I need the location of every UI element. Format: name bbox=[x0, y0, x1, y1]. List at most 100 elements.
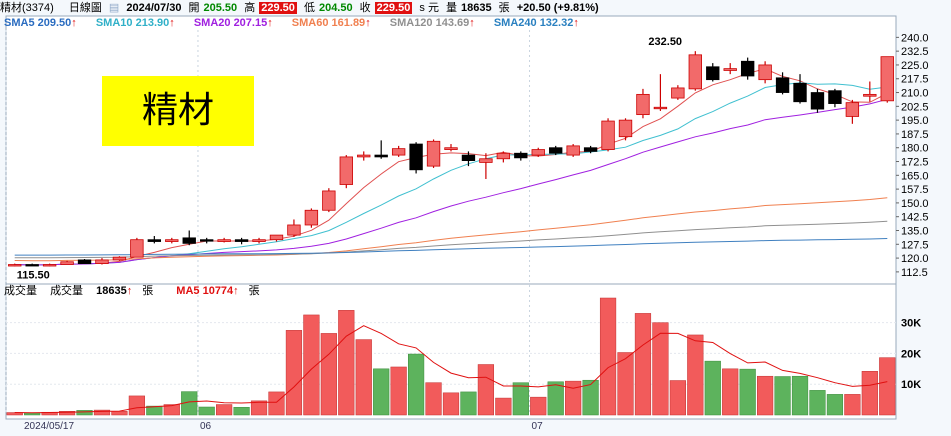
volume-bar bbox=[268, 391, 285, 416]
volume-bar bbox=[512, 382, 529, 416]
candle-body bbox=[234, 239, 249, 242]
volume-bar bbox=[285, 330, 303, 416]
candle-body bbox=[671, 87, 685, 99]
candle-body bbox=[409, 143, 423, 171]
candle-body bbox=[863, 93, 877, 97]
candle-body bbox=[828, 90, 842, 104]
price-tick-label: 232.5 bbox=[901, 46, 929, 58]
price-tick-label: 165.0 bbox=[901, 170, 929, 182]
sma20-line bbox=[14, 98, 888, 266]
candle-body bbox=[42, 264, 57, 267]
volume-bar bbox=[373, 368, 390, 416]
sma240-legend[interactable]: SMA240 132.32↑ bbox=[493, 17, 579, 29]
price-tick-label: 120.0 bbox=[901, 253, 929, 265]
volume-bar bbox=[599, 297, 617, 416]
volume-legend: 成交量 成交量 18635↑ 張 MA5 10774↑ 張 bbox=[4, 285, 280, 298]
volume-bar bbox=[233, 407, 250, 416]
sma5-legend[interactable]: SMA5 209.50↑ bbox=[4, 17, 77, 29]
candle-body bbox=[25, 264, 39, 267]
candle-body bbox=[322, 190, 336, 211]
volume-bar bbox=[844, 394, 861, 416]
candle-body bbox=[531, 149, 545, 156]
volume-bar bbox=[146, 405, 163, 416]
date-label: 07 bbox=[532, 421, 544, 432]
sma120-line bbox=[14, 220, 888, 259]
sma60-line bbox=[14, 197, 888, 262]
sma240-line bbox=[14, 238, 888, 256]
volume-bar bbox=[303, 314, 320, 416]
candle-body bbox=[287, 224, 301, 236]
volume-bar bbox=[338, 310, 355, 416]
price-tick-label: 157.5 bbox=[901, 184, 929, 196]
candle-body bbox=[357, 154, 371, 158]
candle-body bbox=[147, 239, 162, 242]
candle-body bbox=[479, 158, 493, 163]
price-tick-label: 210.0 bbox=[901, 88, 929, 100]
price-tick-label: 180.0 bbox=[901, 143, 929, 155]
sma20-legend[interactable]: SMA20 207.15↑ bbox=[193, 17, 273, 29]
volume-bar bbox=[617, 352, 634, 416]
high-label: 高 bbox=[244, 2, 256, 14]
price-tick-label: 135.0 bbox=[901, 225, 929, 237]
calendar-icon[interactable]: ▤ bbox=[108, 2, 120, 14]
sma120-legend[interactable]: SMA120 143.69↑ bbox=[389, 17, 475, 29]
volume-bar bbox=[530, 396, 547, 416]
volume-bar bbox=[407, 353, 425, 416]
volume-bar bbox=[76, 410, 93, 416]
candle-body bbox=[740, 60, 755, 77]
candle-body bbox=[496, 152, 511, 160]
price-tick-label: 142.5 bbox=[901, 212, 929, 224]
period-label[interactable]: 日線圖 bbox=[68, 2, 102, 14]
candle-body bbox=[200, 239, 214, 242]
candle-body bbox=[339, 156, 353, 185]
change-value: +20.50 (+9.81%) bbox=[516, 2, 599, 14]
volume-bar bbox=[861, 371, 878, 416]
volume-pane-title: 成交量 bbox=[4, 285, 37, 297]
unit-label: s 元 bbox=[419, 2, 439, 14]
volume-bar bbox=[652, 322, 669, 416]
close-value: 229.50 bbox=[374, 2, 413, 14]
close-label: 收 bbox=[359, 2, 371, 14]
candle-body bbox=[688, 54, 702, 90]
candle-body bbox=[461, 154, 476, 161]
candle-body bbox=[304, 209, 319, 226]
volume-bar bbox=[128, 395, 145, 416]
sma60-legend[interactable]: SMA60 161.89↑ bbox=[291, 17, 371, 29]
volume-tick-label: 30K bbox=[901, 318, 921, 330]
price-tick-label: 187.5 bbox=[901, 129, 929, 141]
volume-bar bbox=[93, 409, 111, 416]
price-annotation: 115.50 bbox=[17, 269, 50, 281]
volume-bar bbox=[216, 404, 233, 416]
volume-bar bbox=[320, 333, 337, 416]
stock-name[interactable]: 精材(3374) bbox=[0, 2, 54, 14]
volume-ma5-legend[interactable]: MA5 10774↑ 張 bbox=[176, 285, 260, 297]
open-label: 開 bbox=[188, 2, 200, 14]
candle-body bbox=[426, 140, 441, 167]
sma10-legend[interactable]: SMA10 213.90↑ bbox=[95, 17, 175, 29]
open-value: 205.50 bbox=[203, 2, 238, 14]
price-tick-label: 127.5 bbox=[901, 239, 929, 251]
volume-bar bbox=[774, 376, 791, 416]
volume-tick-label: 20K bbox=[901, 348, 921, 360]
candle-body bbox=[583, 147, 598, 152]
low-label: 低 bbox=[303, 2, 315, 14]
low-value: 204.50 bbox=[318, 2, 353, 14]
price-tick-label: 195.0 bbox=[901, 115, 929, 127]
high-value: 229.50 bbox=[259, 2, 297, 14]
volume-bar bbox=[547, 381, 564, 416]
candle-body bbox=[269, 234, 284, 241]
candle-body bbox=[706, 66, 720, 81]
price-tick-label: 240.0 bbox=[901, 32, 929, 44]
volume-bar bbox=[739, 368, 756, 416]
volume-bar bbox=[669, 380, 686, 416]
volume-bar bbox=[477, 364, 495, 416]
volume-bar bbox=[722, 368, 739, 416]
candle-body bbox=[60, 261, 74, 265]
candle-body bbox=[391, 148, 406, 156]
candle-body bbox=[444, 147, 458, 150]
date-label: 06 bbox=[200, 421, 212, 432]
price-tick-label: 202.5 bbox=[901, 101, 929, 113]
candle-body bbox=[775, 77, 790, 93]
volume-legend-value[interactable]: 成交量 18635↑ 張 bbox=[50, 285, 154, 297]
